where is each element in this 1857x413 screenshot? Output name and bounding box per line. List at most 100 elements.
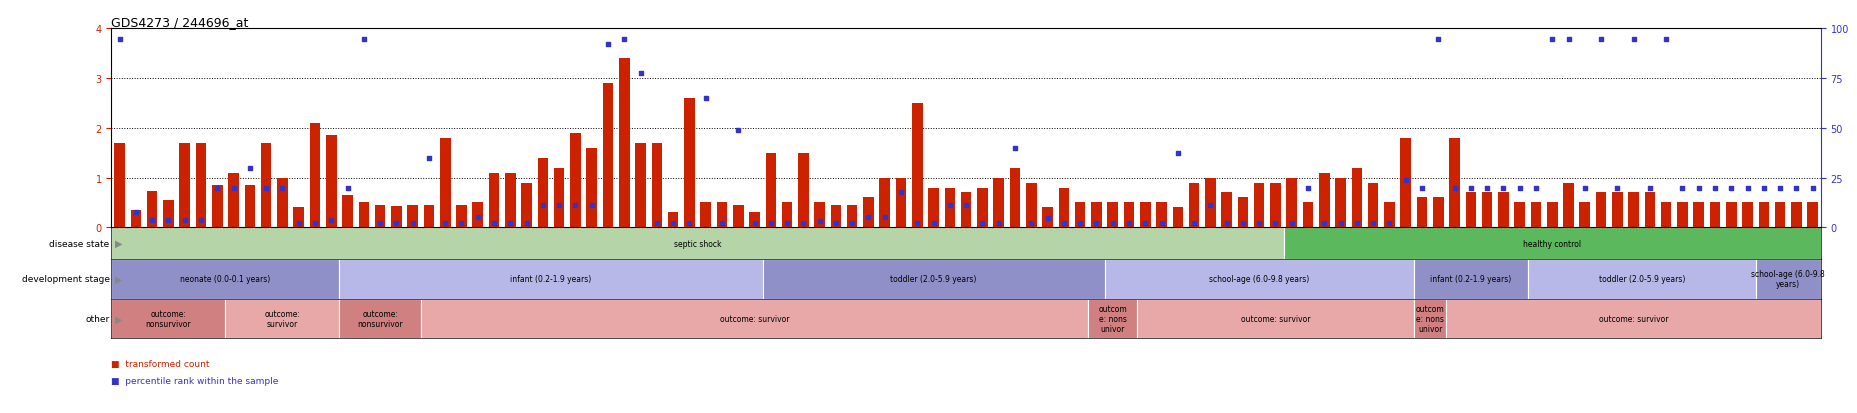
Bar: [732, 205, 743, 228]
Point: [544, 202, 574, 209]
Point: [643, 221, 672, 227]
Point: [609, 36, 639, 43]
Bar: [667, 213, 678, 228]
Point: [1244, 221, 1274, 227]
Text: school-age (6.0-9.8
years): school-age (6.0-9.8 years): [1751, 270, 1824, 288]
Bar: [1578, 203, 1590, 228]
Point: [1764, 186, 1794, 192]
Point: [121, 210, 150, 216]
Point: [1049, 221, 1079, 227]
Point: [511, 221, 540, 227]
Bar: [1253, 183, 1265, 228]
Bar: [1807, 203, 1816, 228]
Bar: [765, 153, 776, 228]
Bar: [799, 153, 808, 228]
Point: [691, 95, 721, 102]
Bar: [472, 203, 483, 228]
Bar: [1367, 183, 1378, 228]
Point: [202, 186, 232, 192]
Point: [414, 155, 444, 161]
Bar: [340, 259, 761, 299]
Bar: [1755, 259, 1820, 299]
Bar: [587, 148, 596, 228]
Bar: [1708, 203, 1720, 228]
Point: [1668, 186, 1697, 192]
Text: outcome: survivor: outcome: survivor: [719, 314, 789, 323]
Bar: [1400, 138, 1409, 228]
Bar: [1283, 228, 1820, 259]
Bar: [1627, 193, 1638, 228]
Bar: [1383, 203, 1395, 228]
Point: [1032, 216, 1062, 222]
Point: [1081, 221, 1110, 227]
Bar: [505, 173, 516, 228]
Point: [1406, 186, 1435, 192]
Bar: [683, 99, 695, 228]
Bar: [1742, 203, 1751, 228]
Point: [1162, 150, 1192, 157]
Point: [137, 217, 167, 224]
Point: [1456, 186, 1486, 192]
Point: [1259, 221, 1289, 227]
Bar: [390, 207, 401, 228]
Bar: [1465, 193, 1474, 228]
Bar: [1025, 183, 1036, 228]
Bar: [457, 205, 466, 228]
Bar: [163, 200, 175, 228]
Point: [381, 221, 410, 227]
Bar: [1482, 193, 1491, 228]
Bar: [1445, 299, 1820, 339]
Text: ▶: ▶: [115, 274, 123, 284]
Text: other: other: [85, 314, 110, 323]
Point: [1422, 36, 1452, 43]
Bar: [1497, 193, 1508, 228]
Bar: [407, 205, 418, 228]
Text: septic shock: septic shock: [674, 239, 721, 248]
Bar: [928, 188, 938, 228]
Point: [1114, 221, 1144, 227]
Point: [349, 36, 379, 43]
Bar: [130, 211, 141, 228]
Bar: [277, 178, 288, 228]
Point: [1129, 221, 1159, 227]
Point: [1471, 186, 1500, 192]
Point: [446, 221, 475, 227]
Text: ■  percentile rank within the sample: ■ percentile rank within the sample: [111, 376, 279, 385]
Point: [1276, 221, 1305, 227]
Bar: [375, 205, 384, 228]
Bar: [1302, 203, 1313, 228]
Bar: [1318, 173, 1330, 228]
Bar: [1205, 178, 1214, 228]
Text: toddler (2.0-5.9 years): toddler (2.0-5.9 years): [1597, 275, 1684, 283]
Bar: [342, 195, 353, 228]
Bar: [1432, 198, 1443, 228]
Text: outcom
e: nons
univor: outcom e: nons univor: [1097, 305, 1127, 333]
Point: [1487, 186, 1517, 192]
Bar: [1562, 183, 1573, 228]
Bar: [115, 143, 124, 228]
Bar: [522, 183, 531, 228]
Text: development stage: development stage: [22, 275, 110, 283]
Point: [1439, 186, 1469, 192]
Point: [886, 190, 916, 196]
Bar: [245, 185, 254, 228]
Bar: [602, 83, 613, 228]
Bar: [717, 203, 726, 228]
Point: [1699, 186, 1729, 192]
Bar: [1790, 203, 1801, 228]
Point: [561, 202, 591, 209]
Bar: [111, 228, 1283, 259]
Bar: [310, 123, 319, 228]
Point: [1211, 221, 1240, 227]
Bar: [1773, 203, 1785, 228]
Bar: [440, 138, 449, 228]
Bar: [212, 185, 223, 228]
Bar: [1088, 299, 1136, 339]
Point: [219, 186, 249, 192]
Point: [787, 221, 817, 227]
Point: [154, 217, 184, 224]
Bar: [488, 173, 500, 228]
Point: [1374, 221, 1404, 227]
Bar: [180, 143, 189, 228]
Bar: [652, 143, 661, 228]
